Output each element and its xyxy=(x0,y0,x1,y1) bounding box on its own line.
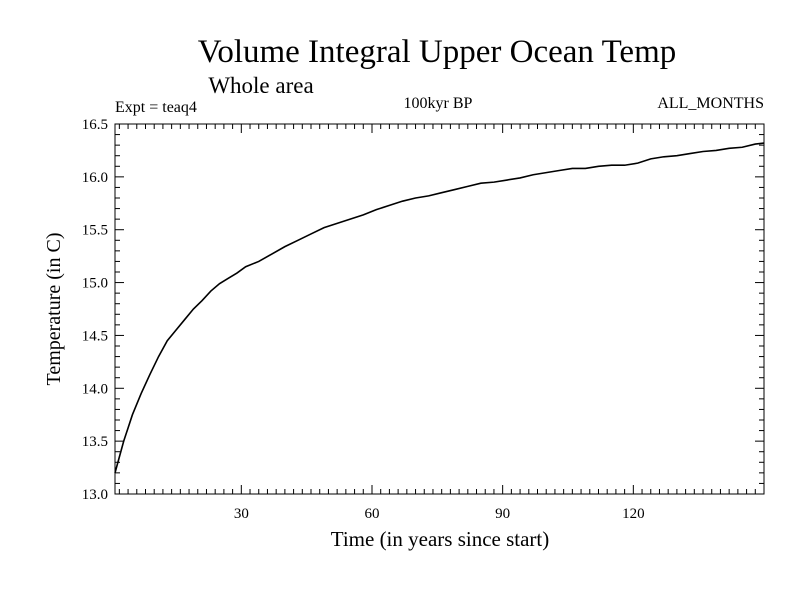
chart-subtitle: Whole area xyxy=(208,73,313,98)
chart-title: Volume Integral Upper Ocean Temp xyxy=(198,34,676,70)
x-tick-label: 120 xyxy=(622,506,645,522)
y-tick-label: 13.0 xyxy=(82,487,108,503)
x-tick-label: 30 xyxy=(234,506,249,522)
tick-marks xyxy=(115,124,764,494)
series-line xyxy=(114,142,765,474)
x-axis-label: Time (in years since start) xyxy=(331,527,550,551)
y-tick-label: 16.5 xyxy=(82,117,108,133)
y-tick-label: 14.0 xyxy=(82,381,108,397)
y-tick-label: 15.0 xyxy=(82,276,108,292)
tick-labels: 30 60 90 120 13.0 13.5 14.0 14.5 15.0 15.5 16.0 16.… xyxy=(82,117,645,522)
plot-frame xyxy=(114,123,765,495)
y-tick-label: 15.5 xyxy=(82,223,108,239)
months-label: ALL_MONTHS xyxy=(657,95,764,112)
y-axis-label: Temperature (in C) xyxy=(43,233,65,386)
experiment-label: Expt = teaq4 xyxy=(115,99,197,116)
y-tick-label: 16.0 xyxy=(82,170,108,186)
y-tick-label: 13.5 xyxy=(82,434,108,450)
period-label: 100kyr BP xyxy=(404,95,473,112)
y-tick-label: 14.5 xyxy=(82,328,108,344)
x-tick-label: 60 xyxy=(364,506,379,522)
x-tick-label: 90 xyxy=(495,506,510,522)
